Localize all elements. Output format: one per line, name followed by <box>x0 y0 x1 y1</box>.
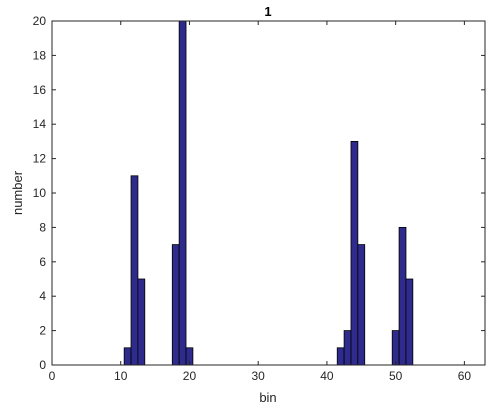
bar-12 <box>130 175 139 366</box>
y-axis-label: number <box>10 170 25 215</box>
plot-frame <box>51 20 486 366</box>
y-tick-label: 16 <box>33 83 47 97</box>
y-axis: 0 2 4 6 8 10 12 14 16 18 20 <box>33 14 485 372</box>
y-tick-label: 6 <box>39 255 46 269</box>
chart-title: 1 <box>264 4 271 19</box>
x-axis: 0 10 20 30 40 50 60 <box>49 21 472 383</box>
y-tick-label: 20 <box>33 14 47 28</box>
bar-18 <box>171 244 180 366</box>
y-tick-label: 12 <box>33 152 47 166</box>
y-tick-label: 4 <box>39 289 46 303</box>
bar-19 <box>178 20 187 366</box>
bar-13 <box>137 278 146 366</box>
bar-42 <box>336 347 345 366</box>
bar-11 <box>123 347 132 366</box>
bar-44 <box>350 140 359 366</box>
x-tick-label: 30 <box>252 369 266 383</box>
bar-51 <box>398 226 407 366</box>
y-tick-label: 10 <box>33 186 47 200</box>
y-tick-label: 14 <box>33 117 47 131</box>
bars-layer <box>123 20 414 366</box>
bar-50 <box>391 330 400 366</box>
x-tick-label: 60 <box>458 369 472 383</box>
y-tick-label: 8 <box>39 220 46 234</box>
bar-43 <box>343 330 352 366</box>
x-tick-label: 50 <box>389 369 403 383</box>
x-tick-label: 40 <box>320 369 334 383</box>
x-tick-label: 0 <box>49 369 56 383</box>
y-tick-label: 2 <box>39 324 46 338</box>
x-tick-label: 10 <box>114 369 128 383</box>
x-axis-label: bin <box>259 390 276 405</box>
bar-45 <box>357 244 366 366</box>
y-tick-label: 0 <box>39 358 46 372</box>
bar-52 <box>405 278 414 366</box>
x-tick-label: 20 <box>183 369 197 383</box>
y-tick-label: 18 <box>33 48 47 62</box>
